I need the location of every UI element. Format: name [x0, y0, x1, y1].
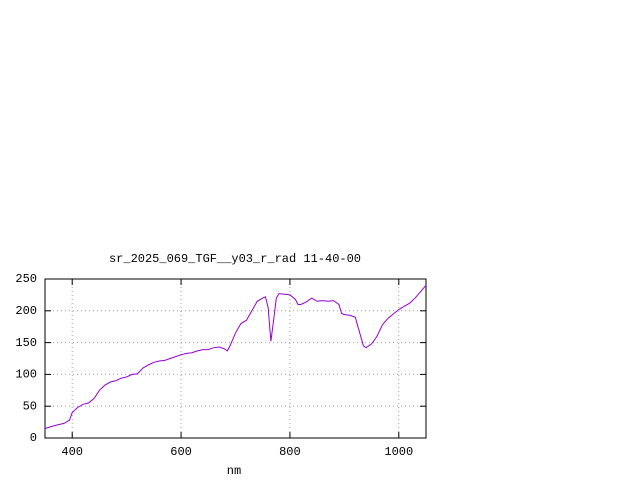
data-line — [44, 285, 427, 429]
x-axis-label: nm — [227, 464, 241, 478]
y-tick-label: 100 — [15, 368, 37, 382]
plot-frame — [44, 278, 427, 439]
y-tick-label: 50 — [23, 399, 37, 413]
x-tick-label: 800 — [279, 445, 301, 459]
x-tick-label: 400 — [61, 445, 83, 459]
y-tick-label: 150 — [15, 336, 37, 350]
y-tick-label: 250 — [15, 272, 37, 286]
chart-title: sr_2025_069_TGF__y03_r_rad 11-40-00 — [109, 252, 361, 266]
x-tick-label: 600 — [170, 445, 192, 459]
x-tick-label: 1000 — [384, 445, 413, 459]
y-tick-label: 200 — [15, 304, 37, 318]
y-tick-label: 0 — [30, 431, 37, 445]
